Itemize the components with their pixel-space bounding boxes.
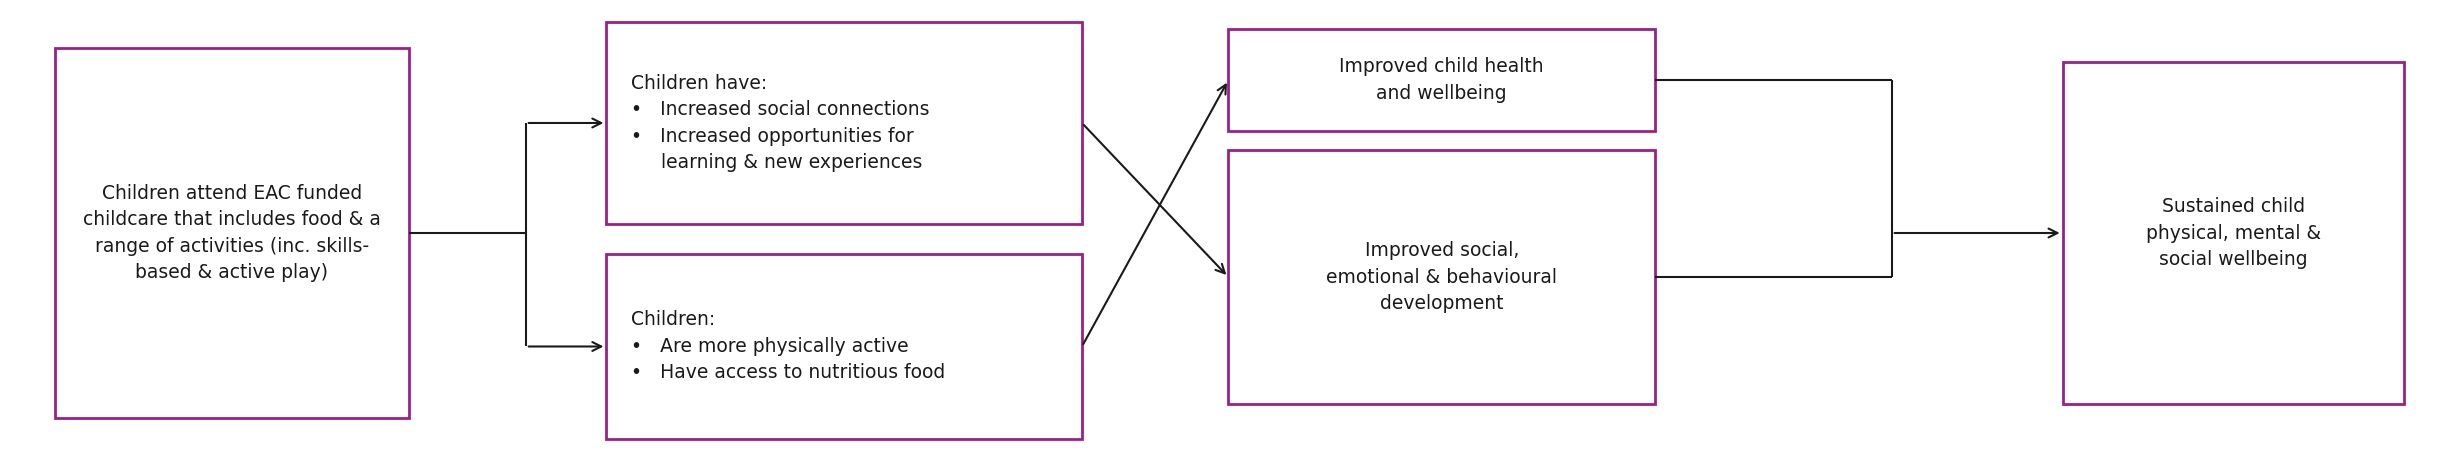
FancyBboxPatch shape <box>1228 150 1656 404</box>
FancyBboxPatch shape <box>606 254 1082 439</box>
Text: Children have:
•   Increased social connections
•   Increased opportunities for
: Children have: • Increased social connec… <box>630 74 930 172</box>
Text: Children attend EAC funded
childcare that includes food & a
range of activities : Children attend EAC funded childcare tha… <box>83 184 381 282</box>
FancyBboxPatch shape <box>56 48 408 418</box>
Text: Children:
•   Are more physically active
•   Have access to nutritious food: Children: • Are more physically active •… <box>630 310 945 383</box>
Text: Sustained child
physical, mental &
social wellbeing: Sustained child physical, mental & socia… <box>2147 197 2320 269</box>
Text: Improved social,
emotional & behavioural
development: Improved social, emotional & behavioural… <box>1326 241 1558 313</box>
FancyBboxPatch shape <box>606 22 1082 224</box>
FancyBboxPatch shape <box>2063 62 2403 404</box>
FancyBboxPatch shape <box>1228 29 1656 131</box>
Text: Improved child health
and wellbeing: Improved child health and wellbeing <box>1341 57 1543 103</box>
